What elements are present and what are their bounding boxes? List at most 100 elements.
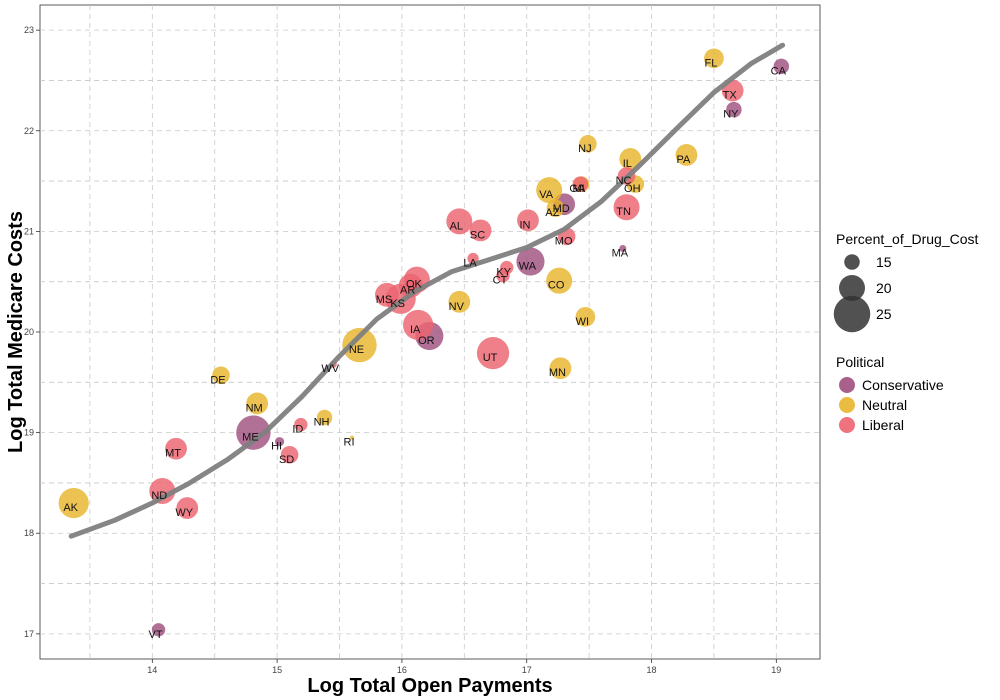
state-label-tn: TN xyxy=(616,206,631,218)
state-label-ut: UT xyxy=(483,352,498,364)
point-wa xyxy=(516,247,545,276)
point-in xyxy=(517,209,539,232)
size-legend-title: Percent_of_Drug_Cost xyxy=(836,231,979,247)
state-label-ky: KY xyxy=(496,267,511,279)
state-label-tx: TX xyxy=(723,90,738,102)
point-nm xyxy=(246,392,269,415)
point-co xyxy=(546,267,573,294)
state-label-de: DE xyxy=(210,374,225,386)
state-label-nc: NC xyxy=(616,175,632,187)
point-id xyxy=(294,417,308,432)
y-tick-label: 18 xyxy=(24,528,34,538)
state-label-ny: NY xyxy=(723,109,739,121)
state-label-co: CO xyxy=(548,280,565,292)
state-label-nm: NM xyxy=(246,402,263,414)
state-label-mo: MO xyxy=(555,235,573,247)
point-nh xyxy=(316,409,333,426)
state-label-sd: SD xyxy=(279,454,294,466)
size-legend-items: 15 20 25 xyxy=(833,254,892,333)
state-label-ar: AR xyxy=(400,285,415,297)
x-axis-title: Log Total Open Payments xyxy=(307,675,552,697)
y-tick-label: 17 xyxy=(24,629,34,639)
state-label-az: AZ xyxy=(545,207,559,219)
color-legend-swatch-conservative xyxy=(839,377,855,393)
state-label-wi: WI xyxy=(576,316,589,328)
state-label-nj: NJ xyxy=(578,143,591,155)
x-tick-label: 16 xyxy=(397,665,407,675)
point-tn xyxy=(613,194,640,221)
state-label-mt: MT xyxy=(165,448,181,460)
state-label-ga: GA xyxy=(569,183,586,195)
state-label-wa: WA xyxy=(519,261,537,273)
state-label-me: ME xyxy=(242,432,259,444)
color-legend-title: Political xyxy=(836,354,884,370)
point-ut xyxy=(476,336,510,370)
state-label-ct: CT xyxy=(493,275,508,287)
point-vt xyxy=(151,623,166,637)
point-sc xyxy=(469,219,492,242)
point-ri xyxy=(350,435,354,440)
state-label-pa: PA xyxy=(677,154,692,166)
point-ma xyxy=(619,244,627,253)
point-ak xyxy=(58,487,89,519)
y-tick-label: 19 xyxy=(24,428,34,438)
point-ne xyxy=(342,327,377,363)
point-pa xyxy=(675,144,698,166)
color-legend-items: Conservative Neutral Liberal xyxy=(839,377,944,433)
point-nj xyxy=(579,135,597,153)
point-az xyxy=(546,199,565,218)
point-de xyxy=(212,366,230,385)
y-tick-label: 22 xyxy=(24,126,34,136)
point-il xyxy=(619,148,642,170)
y-axis-title: Log Total Medicare Costs xyxy=(5,211,27,453)
point-ct xyxy=(496,268,510,283)
color-legend-swatch-liberal xyxy=(839,417,855,433)
state-label-mi: MI xyxy=(573,183,585,195)
x-tick-label: 17 xyxy=(522,665,532,675)
size-legend-label: 15 xyxy=(876,254,892,270)
color-legend-swatch-neutral xyxy=(839,397,855,413)
state-label-vt: VT xyxy=(149,629,163,641)
state-label-id: ID xyxy=(292,424,303,436)
point-fl xyxy=(704,48,724,69)
state-label-ia: IA xyxy=(410,324,421,336)
size-legend-circle xyxy=(844,254,860,270)
x-tick-label: 14 xyxy=(147,665,157,675)
state-label-ms: MS xyxy=(376,294,393,306)
state-label-wv: WV xyxy=(321,363,339,375)
point-sd xyxy=(280,445,299,464)
state-label-ma: MA xyxy=(612,247,629,259)
state-label-nh: NH xyxy=(314,417,330,429)
color-legend-label-conservative: Conservative xyxy=(862,377,944,393)
point-al xyxy=(446,208,473,235)
state-label-nd: ND xyxy=(151,490,167,502)
legend: Percent_of_Drug_Cost 15 20 25 Political Co… xyxy=(833,231,979,433)
y-tick-label: 21 xyxy=(24,226,34,236)
state-label-md: MD xyxy=(553,203,570,215)
point-mn xyxy=(549,357,572,380)
state-label-in: IN xyxy=(519,219,530,231)
point-ny xyxy=(726,101,742,118)
state-label-al: AL xyxy=(450,220,463,232)
state-label-fl: FL xyxy=(704,57,717,69)
x-tick-label: 18 xyxy=(647,665,657,675)
state-label-ri: RI xyxy=(344,437,355,449)
state-label-ne: NE xyxy=(349,344,364,356)
y-tick-label: 20 xyxy=(24,327,34,337)
point-mt xyxy=(165,437,187,460)
color-legend-label-liberal: Liberal xyxy=(862,417,904,433)
y-tick-label: 23 xyxy=(24,25,34,35)
state-label-la: LA xyxy=(463,258,477,270)
state-label-wy: WY xyxy=(175,507,193,519)
state-label-ok: OK xyxy=(406,279,423,291)
point-ca xyxy=(773,58,790,75)
point-nd xyxy=(149,477,176,504)
size-legend-label: 20 xyxy=(876,280,892,296)
size-legend-label: 25 xyxy=(876,306,892,322)
state-label-or: OR xyxy=(418,335,435,347)
state-label-hi: HI xyxy=(271,441,282,453)
x-tick-label: 15 xyxy=(272,665,282,675)
state-label-mn: MN xyxy=(549,367,566,379)
